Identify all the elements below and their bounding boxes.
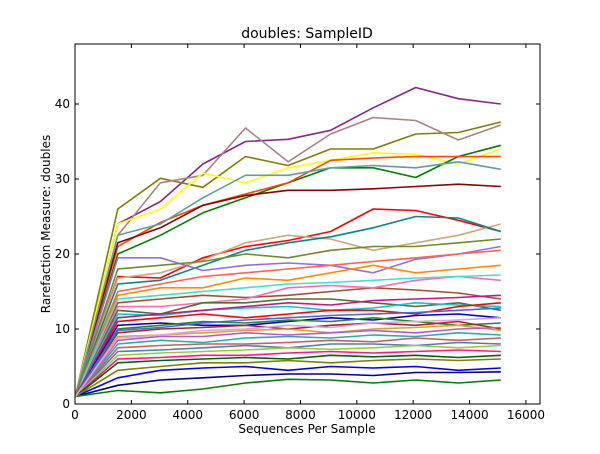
series-line-20 <box>74 316 501 397</box>
series-line-36 <box>74 238 501 397</box>
series-line-12 <box>74 245 501 397</box>
series-line-14 <box>74 286 501 397</box>
plot-lines <box>74 86 502 398</box>
series-line-37 <box>74 294 501 397</box>
series-line-31 <box>75 371 501 398</box>
series-line-32 <box>75 378 501 398</box>
series-line-3 <box>74 116 502 397</box>
series-line-1 <box>74 86 501 397</box>
series-line-6 <box>74 155 501 397</box>
x-tick-label: 6000 <box>229 408 260 422</box>
series-line-11 <box>74 215 502 397</box>
x-axis-ticks: 0 2000 4000 6000 8000 10000 12000 14000 16000 <box>71 44 545 422</box>
series-line-10 <box>74 223 502 397</box>
y-tick-label: 20 <box>55 247 70 261</box>
series-line-13 <box>74 264 501 397</box>
series-line-30 <box>74 365 501 398</box>
series-line-35 <box>74 274 501 397</box>
series-line-25 <box>74 337 501 398</box>
y-tick-label: 40 <box>55 97 70 111</box>
series-line-15 <box>74 275 501 397</box>
series-line-28 <box>74 349 501 398</box>
series-line-34 <box>74 249 501 397</box>
x-axis-label: Sequences Per Sample <box>238 422 375 436</box>
y-axis-label: Rarefaction Measure: doubles <box>39 135 53 313</box>
series-line-23 <box>74 326 501 397</box>
series-line-27 <box>74 344 501 398</box>
x-tick-label: 12000 <box>394 408 432 422</box>
x-tick-label: 14000 <box>450 408 488 422</box>
x-tick-label: 16000 <box>507 408 545 422</box>
series-line-9 <box>74 208 502 397</box>
series-line-16 <box>74 298 501 397</box>
x-tick-label: 4000 <box>172 408 203 422</box>
x-tick-label: 8000 <box>285 408 316 422</box>
series-line-24 <box>74 331 501 398</box>
series-line-4 <box>74 148 502 397</box>
series-line-39 <box>74 317 501 397</box>
x-tick-label: 10000 <box>338 408 376 422</box>
series-line-7 <box>74 183 501 397</box>
chart-title: doubles: SampleID <box>241 26 373 42</box>
y-tick-label: 30 <box>55 172 70 186</box>
series-line-19 <box>74 313 501 397</box>
y-axis-ticks: 0 10 20 30 40 <box>55 97 540 411</box>
series-line-2 <box>74 121 501 397</box>
series-line-29 <box>74 354 501 398</box>
x-tick-label: 2000 <box>116 408 147 422</box>
x-tick-label: 0 <box>71 408 79 422</box>
series-line-8 <box>74 161 501 397</box>
series-line-38 <box>74 307 501 397</box>
plot-frame <box>74 43 541 405</box>
series-line-33 <box>74 358 501 398</box>
y-tick-label: 0 <box>62 397 70 411</box>
y-tick-label: 10 <box>55 322 70 336</box>
